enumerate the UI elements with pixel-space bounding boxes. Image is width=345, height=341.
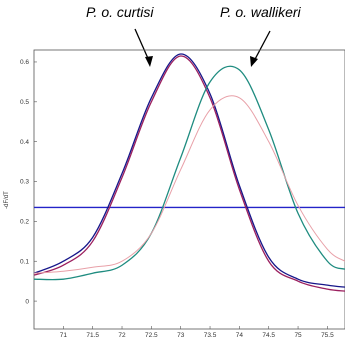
series-line-0 <box>33 53 345 288</box>
y-tick-label: 0 <box>25 298 29 305</box>
y-tick-label: 0.2 <box>20 219 29 226</box>
y-axis-label: -dF/dT <box>4 191 10 209</box>
y-tick-label: 0.6 <box>20 59 29 66</box>
x-tick-label: 74.5 <box>262 332 275 339</box>
x-tick-label: 73.5 <box>204 332 217 339</box>
series-line-3 <box>33 95 345 274</box>
annotations-layer: P. o. curtisi P. o. wallikeri <box>86 4 302 67</box>
arrowhead-curtisi-icon <box>145 56 153 67</box>
x-tick-label: 72 <box>118 332 126 339</box>
y-tick-label: 0.4 <box>20 139 29 146</box>
arrow-wallikeri <box>252 30 271 64</box>
x-tick-label: 75 <box>294 332 302 339</box>
x-tick-label: 71 <box>60 332 68 339</box>
series-line-2 <box>33 65 345 281</box>
annotation-curtisi: P. o. curtisi <box>86 4 154 20</box>
annotation-wallikeri: P. o. wallikeri <box>220 4 302 20</box>
y-tick-label: 0.5 <box>20 99 29 106</box>
y-tick-label: 0.3 <box>20 179 29 186</box>
x-tick-label: 73 <box>177 332 185 339</box>
arrowhead-wallikeri-icon <box>250 56 258 67</box>
x-tick-label: 72.5 <box>145 332 158 339</box>
series-layer <box>33 53 345 292</box>
x-tick-label: 74 <box>236 332 244 339</box>
y-tick-label: 0.1 <box>20 258 29 265</box>
x-tick-label: 71.5 <box>86 332 99 339</box>
series-line-1 <box>33 55 345 292</box>
x-tick-label: 75.5 <box>321 332 334 339</box>
ticks-layer: 71 71.5 72 72.5 73 73.5 74 74.5 75 75.5 0 0.1 0.2 0.3… <box>20 59 334 339</box>
plot-frame <box>33 49 345 330</box>
